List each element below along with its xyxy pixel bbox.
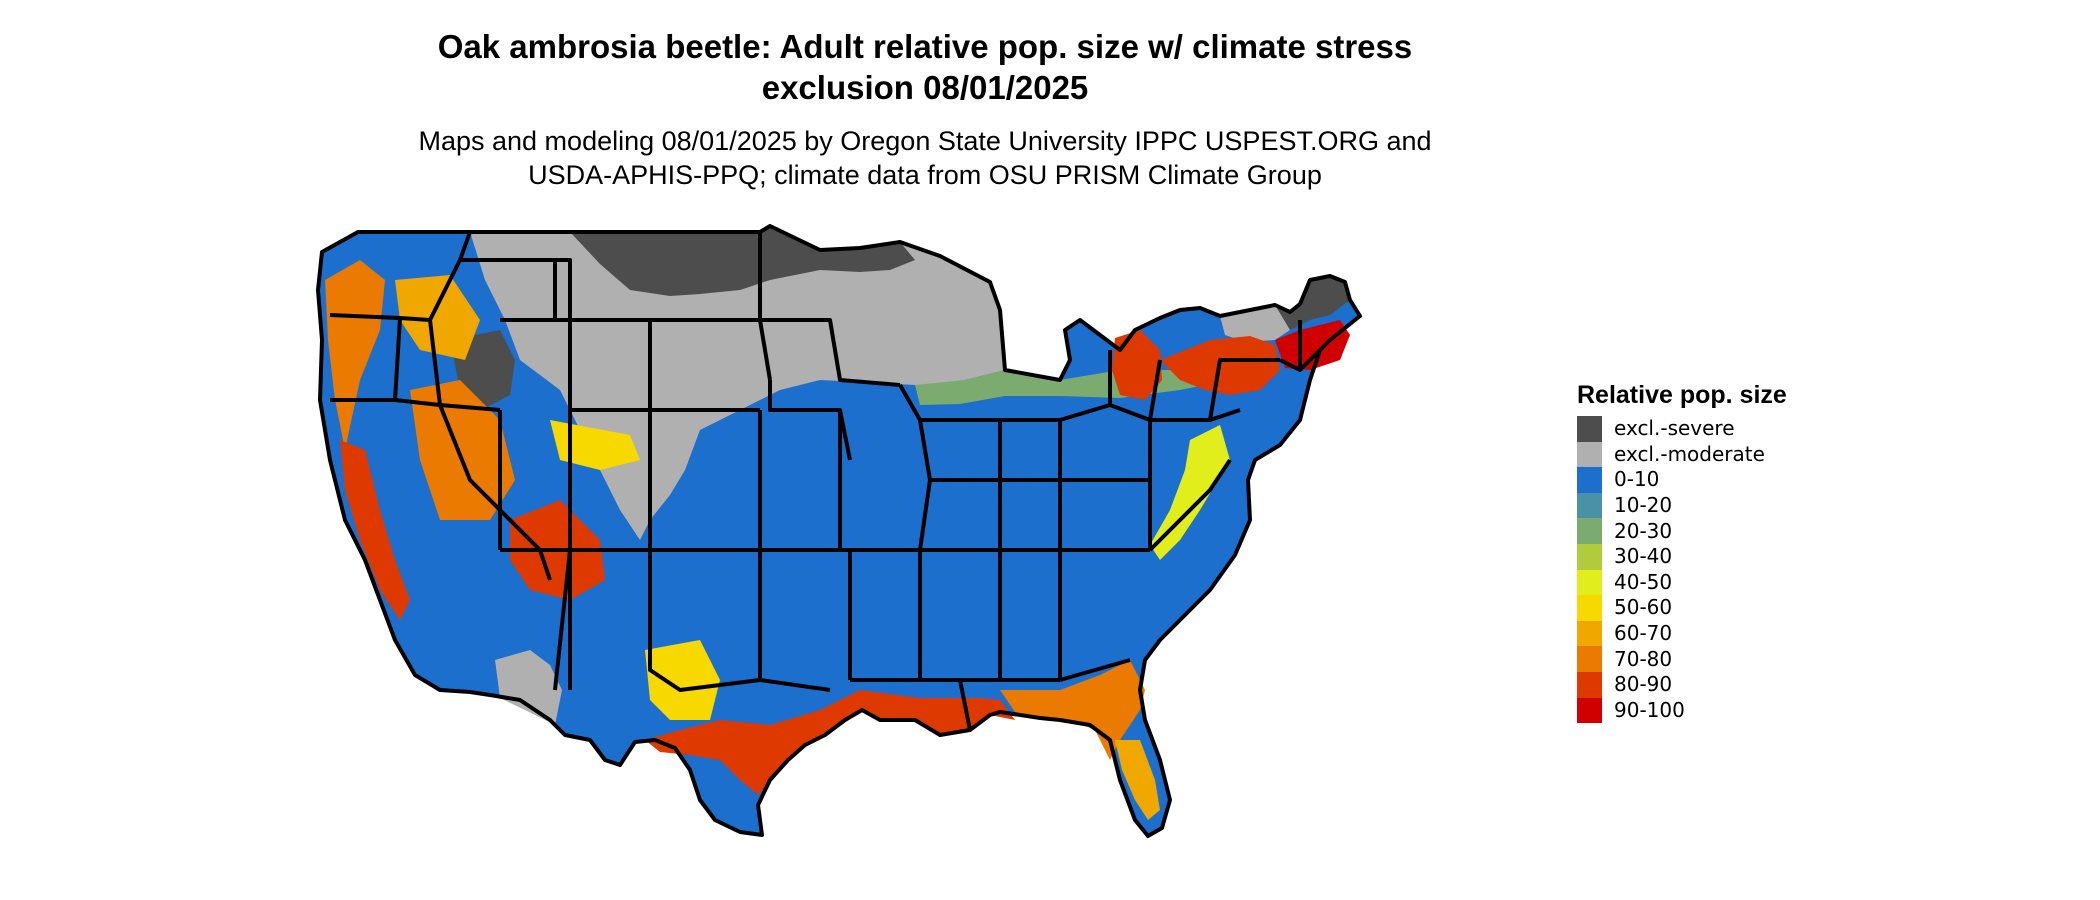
legend-swatch <box>1577 441 1602 468</box>
zone-warm-appalachia <box>1150 425 1230 560</box>
legend-swatch <box>1577 620 1602 647</box>
legend-label: 10-20 <box>1614 493 1673 518</box>
zone-warm-great-basin <box>410 380 515 520</box>
zone-warm-texas-south <box>645 640 720 720</box>
zone-warm-florida <box>1115 740 1160 820</box>
zone-warm-michigan <box>1112 330 1162 400</box>
legend-item: 50-60 <box>1577 595 1787 621</box>
legend-item: 60-70 <box>1577 620 1787 647</box>
zone-warm-southeast <box>1000 660 1145 760</box>
legend-swatch <box>1577 416 1602 442</box>
legend-item: 20-30 <box>1577 518 1787 544</box>
legend-swatch <box>1577 467 1602 493</box>
us-outline <box>316 224 1362 838</box>
map-subtitle: Maps and modeling 08/01/2025 by Oregon S… <box>0 124 1850 192</box>
zone-excl-moderate-southwest <box>495 650 562 725</box>
warm-zones <box>325 260 1350 820</box>
legend-swatch <box>1577 569 1602 596</box>
zone-warm-idaho <box>395 275 480 360</box>
state-borders <box>316 224 1362 838</box>
zone-warm-new-england <box>1275 320 1350 370</box>
zone-excl-severe-maine <box>1275 276 1350 330</box>
zone-warm-california <box>340 440 410 620</box>
zone-warm-pacific-northwest <box>325 260 385 450</box>
zone-warm-gulf-coast <box>645 690 1015 795</box>
zone-excl-severe-dakota <box>570 226 915 296</box>
legend-label: 50-60 <box>1614 595 1673 620</box>
map-subtitle-line1: Maps and modeling 08/01/2025 by Oregon S… <box>418 126 1432 156</box>
map-title-line1: Oak ambrosia beetle: Adult relative pop.… <box>437 28 1413 65</box>
legend-item: 90-100 <box>1577 697 1787 724</box>
legend-item: 70-80 <box>1577 646 1787 672</box>
legend-item: excl.-severe <box>1577 416 1787 442</box>
border-lines <box>329 231 1322 731</box>
legend-label: 70-80 <box>1614 646 1673 671</box>
legend-label: excl.-severe <box>1614 416 1735 441</box>
legend-title: Relative pop. size <box>1577 381 1787 409</box>
legend-label: 60-70 <box>1614 621 1673 646</box>
legend-item: 10-20 <box>1577 492 1787 519</box>
legend: Relative pop. size excl.-severe excl.-mod… <box>1577 380 1787 724</box>
legend-label: excl.-moderate <box>1614 441 1765 466</box>
legend-swatch <box>1577 697 1602 724</box>
legend-label: 90-100 <box>1614 697 1685 722</box>
legend-swatch <box>1577 595 1602 621</box>
map-title: Oak ambrosia beetle: Adult relative pop.… <box>0 26 1850 108</box>
legend-item: 40-50 <box>1577 569 1787 596</box>
legend-label: 30-40 <box>1614 544 1673 569</box>
legend-label: 20-30 <box>1614 518 1673 543</box>
legend-items: excl.-severe excl.-moderate 0-10 10-20 20-30… <box>1577 416 1787 724</box>
legend-swatch <box>1577 671 1602 698</box>
legend-item: 0-10 <box>1577 467 1787 493</box>
legend-swatch <box>1577 646 1602 672</box>
legend-item: excl.-moderate <box>1577 441 1787 468</box>
us-map-graphic <box>316 224 1362 838</box>
map-title-line2: exclusion 08/01/2025 <box>761 69 1089 106</box>
legend-swatch <box>1577 492 1602 519</box>
legend-item: 30-40 <box>1577 543 1787 570</box>
legend-swatch <box>1577 518 1602 544</box>
map-subtitle-line2: USDA-APHIS-PPQ; climate data from OSU PR… <box>528 160 1322 190</box>
legend-label: 40-50 <box>1614 569 1673 594</box>
legend-label: 80-90 <box>1614 672 1673 697</box>
legend-swatch <box>1577 543 1602 570</box>
legend-item: 80-90 <box>1577 671 1787 698</box>
zone-warm-colorado <box>550 420 640 470</box>
legend-label: 0-10 <box>1614 467 1660 492</box>
us-map <box>300 220 1560 900</box>
